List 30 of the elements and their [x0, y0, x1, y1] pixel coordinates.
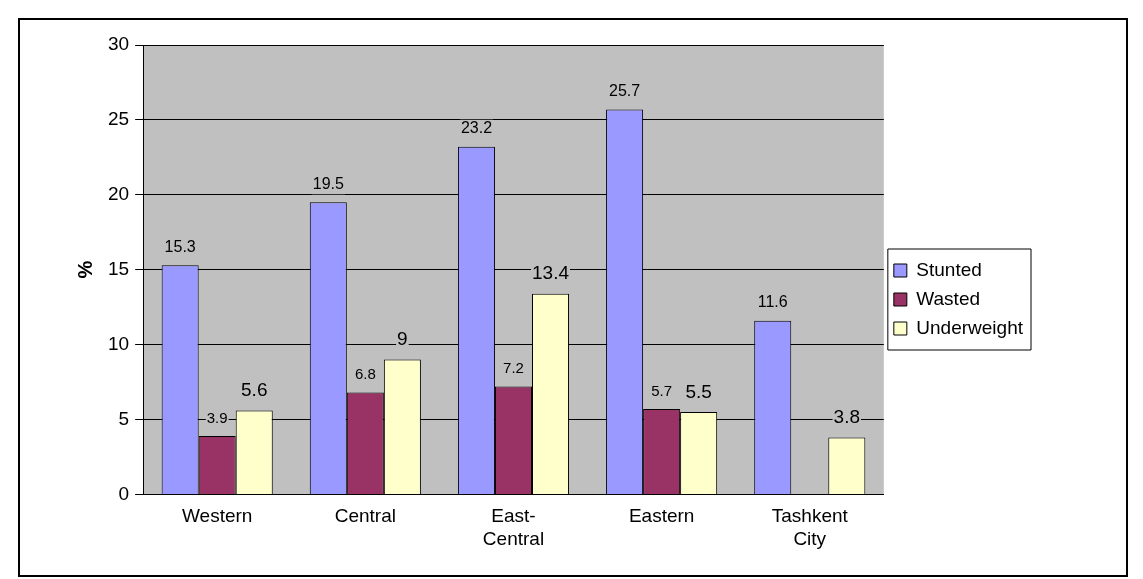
data-label: 6.8: [354, 365, 376, 383]
y-tick-label: 5: [118, 407, 130, 429]
data-label: 23.2: [460, 119, 493, 137]
data-label: 11.6: [757, 293, 788, 311]
data-label: 3.8: [833, 406, 861, 428]
x-tick-label: Eastern: [628, 505, 695, 527]
y-tick-label: 30: [107, 33, 130, 55]
x-tick-label: Western: [182, 505, 253, 527]
y-axis-title: %: [73, 260, 96, 279]
data-label: 3.9: [206, 408, 228, 426]
data-label: 7.2: [503, 359, 524, 377]
x-tick-label: Tashkent City: [771, 505, 849, 549]
data-label: 15.3: [164, 237, 196, 255]
data-label: 5.5: [685, 380, 712, 402]
x-tick-label: East-Central: [482, 505, 545, 549]
legend-label: Stunted: [916, 258, 982, 280]
data-label: 13.4: [532, 262, 570, 284]
data-label: 5.6: [241, 379, 268, 401]
y-tick-label: 25: [107, 108, 130, 130]
legend-label: Wasted: [916, 287, 981, 309]
data-label: 5.7: [651, 381, 673, 399]
y-tick-label: 15: [107, 257, 130, 279]
x-tick-label: Central: [334, 505, 396, 527]
data-label: 19.5: [312, 174, 344, 192]
data-label: 9: [397, 328, 408, 350]
y-tick-label: 20: [107, 183, 130, 205]
y-tick-label: 10: [107, 332, 130, 354]
data-label: 25.7: [609, 81, 641, 99]
y-tick-label: 0: [118, 482, 130, 504]
legend-label: Underweight: [916, 316, 1024, 338]
